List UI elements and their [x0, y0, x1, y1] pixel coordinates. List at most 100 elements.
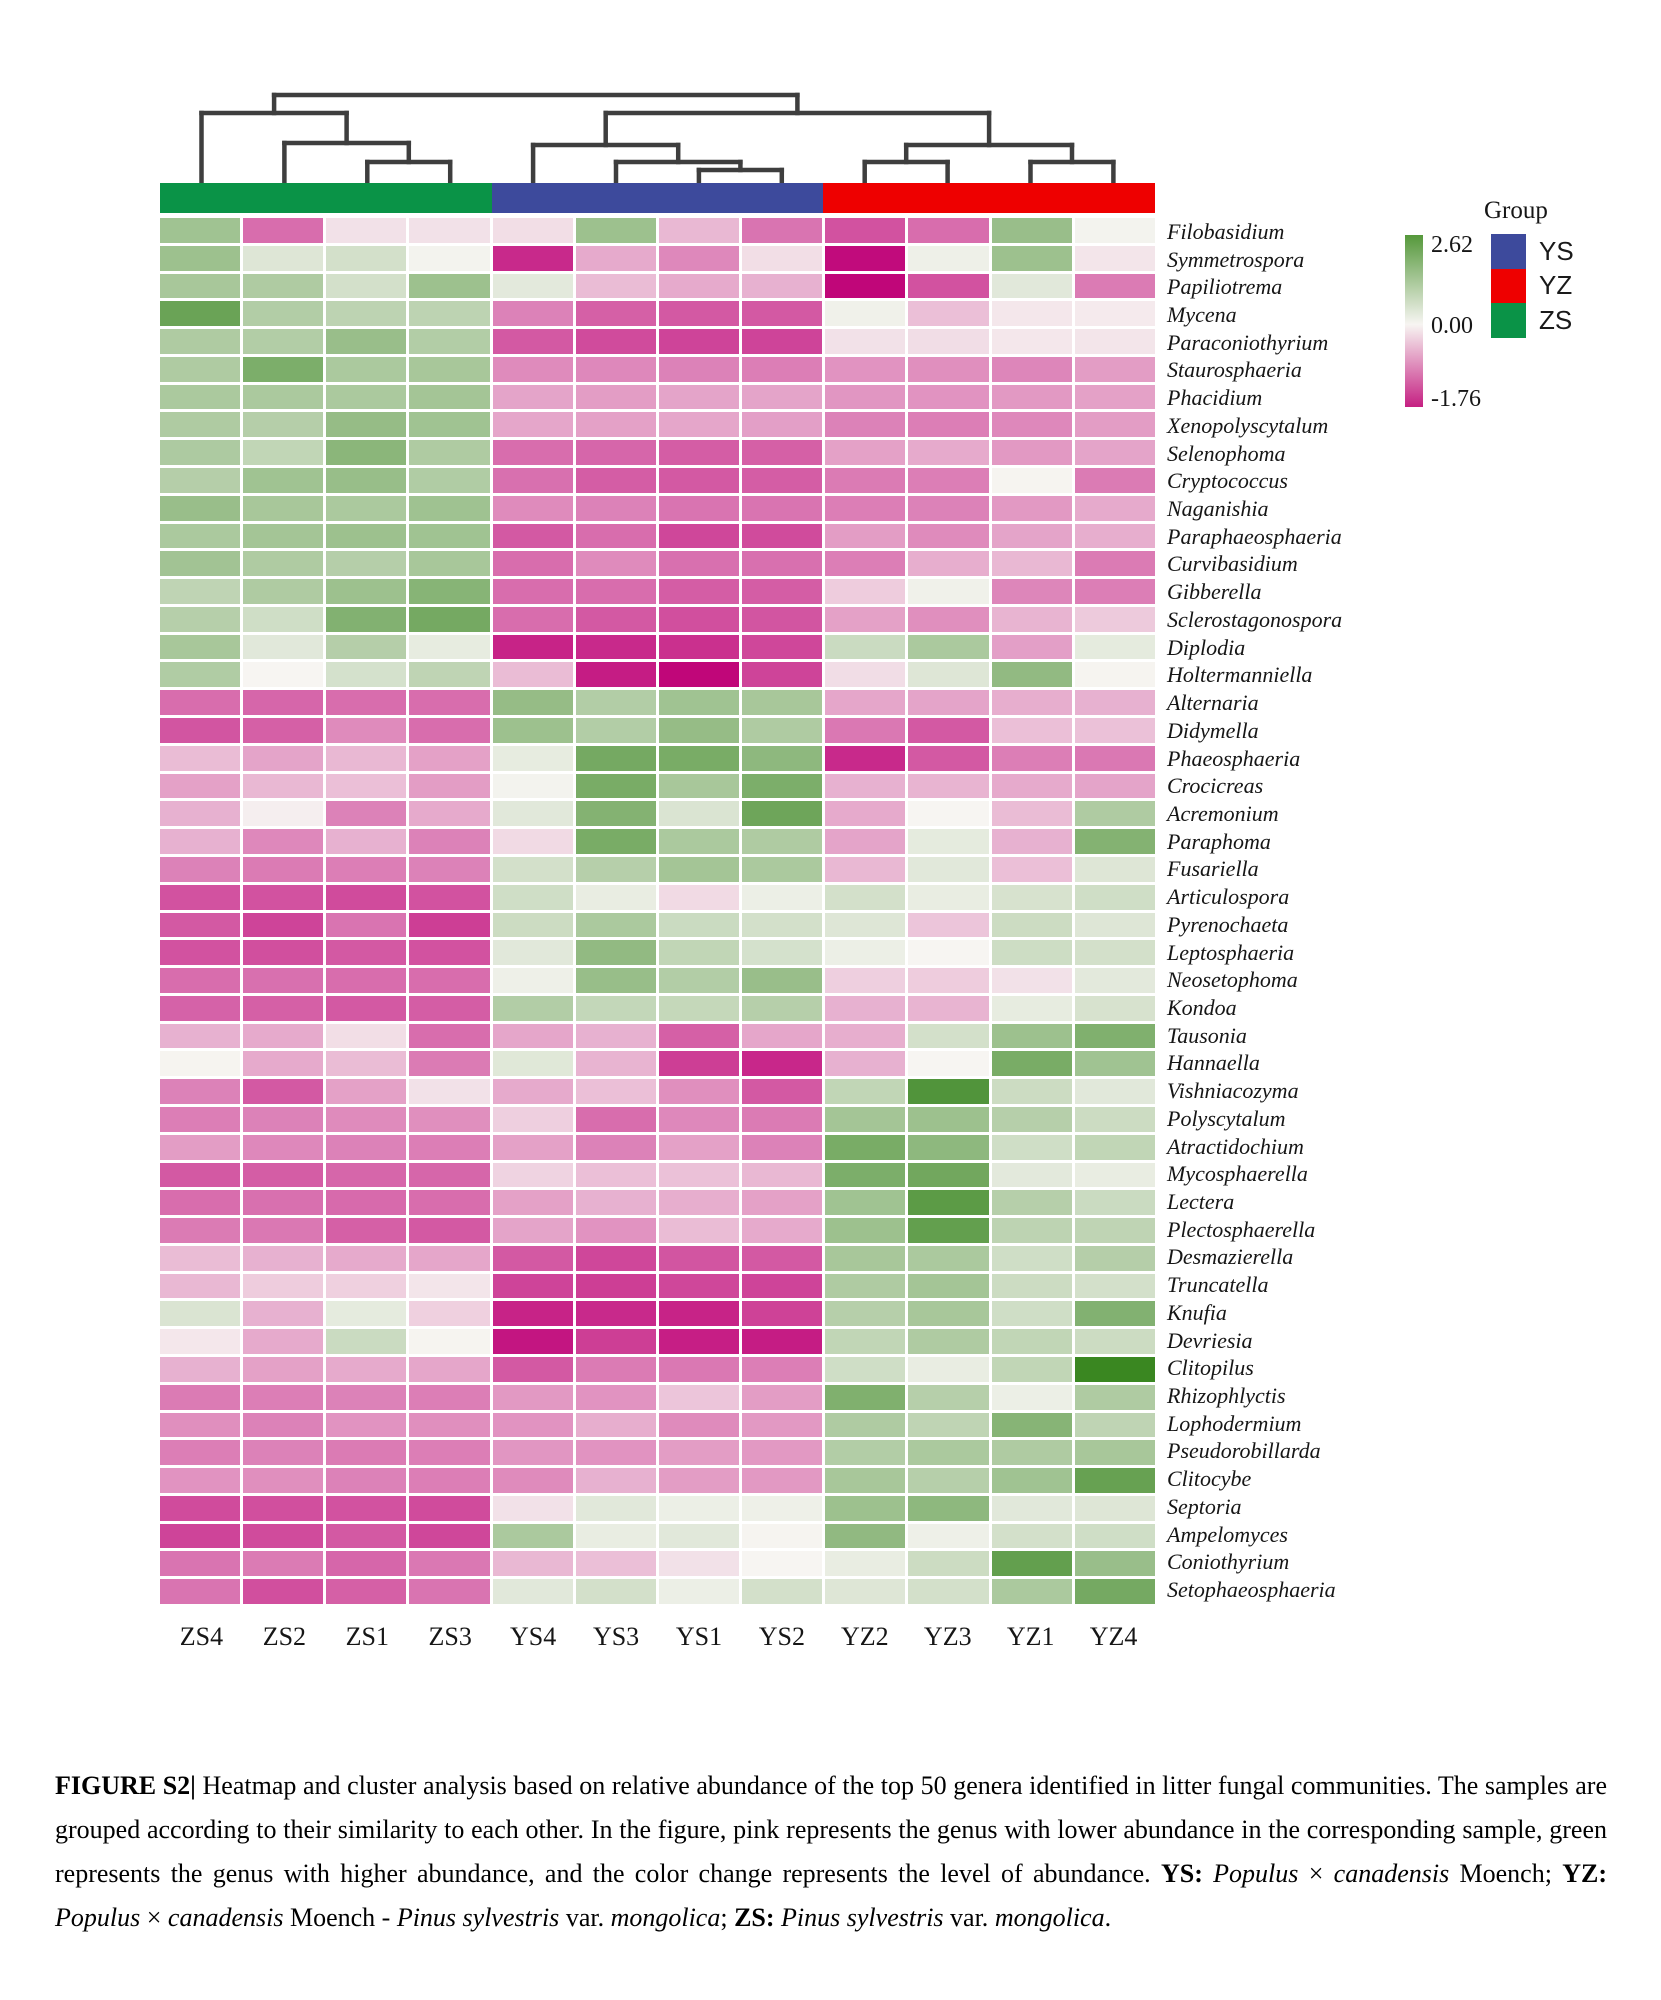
- heatmap-cell: [908, 1162, 989, 1188]
- heatmap-cell: [243, 801, 324, 827]
- group-color-bar: [160, 183, 1155, 213]
- heatmap-cell: [326, 745, 407, 771]
- col-label: YZ1: [1006, 1622, 1055, 1651]
- heatmap-cell: [1074, 551, 1155, 577]
- heatmap-cell: [575, 1023, 656, 1049]
- col-label: YS1: [675, 1622, 723, 1651]
- heatmap-cell: [991, 1245, 1072, 1271]
- heatmap-cell: [908, 1551, 989, 1577]
- col-label: ZS2: [262, 1622, 307, 1651]
- heatmap-cell: [492, 829, 573, 854]
- heatmap-cell: [658, 551, 740, 577]
- heatmap-cell: [991, 912, 1072, 938]
- heatmap-cell: [575, 968, 656, 993]
- heatmap-cell: [991, 718, 1072, 743]
- heatmap-cell: [742, 773, 823, 799]
- heatmap-cell: [1074, 968, 1155, 993]
- row-label: Didymella: [1167, 717, 1259, 743]
- caption-text: Moench -: [283, 1903, 397, 1932]
- heatmap-cell: [1074, 745, 1155, 771]
- heatmap-cell: [243, 940, 324, 966]
- heatmap-cell: [825, 523, 906, 549]
- heatmap-cell: [160, 1412, 241, 1438]
- heatmap-cell: [742, 1412, 823, 1438]
- heatmap-cell: [575, 579, 656, 604]
- heatmap-cell: [658, 440, 740, 466]
- heatmap-cell: [991, 995, 1072, 1021]
- heatmap-cell: [1074, 301, 1155, 327]
- heatmap-cell: [908, 1106, 989, 1132]
- heatmap-cell: [409, 301, 490, 327]
- heatmap-cell: [742, 1384, 823, 1410]
- heatmap-cell: [742, 1523, 823, 1549]
- heatmap-cell: [742, 1245, 823, 1271]
- heatmap-cell: [825, 1468, 906, 1493]
- heatmap-cell: [243, 1384, 324, 1410]
- heatmap-cell: [326, 1384, 407, 1410]
- heatmap-cell: [908, 1218, 989, 1243]
- heatmap-cell: [658, 1301, 740, 1327]
- heatmap-cell: [160, 218, 241, 243]
- heatmap-cell: [409, 995, 490, 1021]
- heatmap-cell: [991, 1218, 1072, 1243]
- heatmap-cell: [409, 495, 490, 521]
- heatmap-cell: [409, 606, 490, 632]
- group-bar-yz: [823, 183, 1155, 213]
- heatmap-cell: [825, 1218, 906, 1243]
- heatmap-cell: [658, 1440, 740, 1466]
- heatmap-cell: [160, 662, 241, 688]
- row-label: Neosetophoma: [1167, 967, 1298, 993]
- heatmap-cell: [908, 273, 989, 299]
- heatmap-cell: [658, 1523, 740, 1549]
- heatmap-cell: [742, 718, 823, 743]
- row-label: Diplodia: [1167, 634, 1246, 660]
- heatmap-cell: [326, 440, 407, 466]
- heatmap-cell: [243, 1468, 324, 1493]
- caption-text: var.: [943, 1903, 995, 1932]
- col-label: ZS3: [428, 1622, 472, 1651]
- heatmap-cell: [908, 1412, 989, 1438]
- heatmap-cell: [1074, 1440, 1155, 1466]
- heatmap-cell: [825, 1356, 906, 1382]
- figure-caption: FIGURE S2| Heatmap and cluster analysis …: [55, 1764, 1607, 1940]
- heatmap-cell: [825, 468, 906, 493]
- col-label: YS3: [592, 1622, 640, 1651]
- heatmap-cell: [575, 356, 656, 382]
- heatmap-cell: [409, 329, 490, 354]
- colorbar-max-label: 2.62: [1431, 232, 1473, 258]
- heatmap-cell: [492, 1356, 573, 1382]
- heatmap-cell: [160, 801, 241, 827]
- heatmap-cell: [1074, 468, 1155, 493]
- heatmap-cell: [243, 1551, 324, 1577]
- heatmap-cell: [326, 718, 407, 743]
- row-label: Pyrenochaeta: [1167, 911, 1289, 937]
- heatmap-cell: [742, 1301, 823, 1327]
- heatmap-cell: [160, 1218, 241, 1243]
- heatmap-cell: [1074, 1329, 1155, 1354]
- heatmap-cell: [991, 273, 1072, 299]
- heatmap-cell: [908, 1495, 989, 1521]
- heatmap-cell: [409, 1329, 490, 1354]
- heatmap-cell: [492, 1329, 573, 1354]
- heatmap-cell: [575, 773, 656, 799]
- heatmap-cell: [1074, 1273, 1155, 1299]
- heatmap-cell: [742, 523, 823, 549]
- heatmap-cell: [243, 1106, 324, 1132]
- heatmap-cell: [825, 245, 906, 271]
- heatmap-cell: [991, 940, 1072, 966]
- heatmap-cell: [160, 1273, 241, 1299]
- heatmap-cell: [575, 1551, 656, 1577]
- row-label: Fusariella: [1167, 856, 1259, 882]
- heatmap-cell: [991, 1495, 1072, 1521]
- caption-italic-text: Pinus sylvestris: [396, 1903, 560, 1932]
- heatmap-cell: [908, 1245, 989, 1271]
- heatmap-cell: [658, 579, 740, 604]
- heatmap-cell: [492, 1051, 573, 1077]
- row-label: Alternaria: [1167, 690, 1259, 716]
- heatmap-cell: [326, 1495, 407, 1521]
- heatmap-cell: [243, 1190, 324, 1216]
- heatmap-cell: [243, 829, 324, 854]
- heatmap-cell: [658, 1412, 740, 1438]
- heatmap-cell: [575, 1079, 656, 1104]
- heatmap-cell: [658, 1356, 740, 1382]
